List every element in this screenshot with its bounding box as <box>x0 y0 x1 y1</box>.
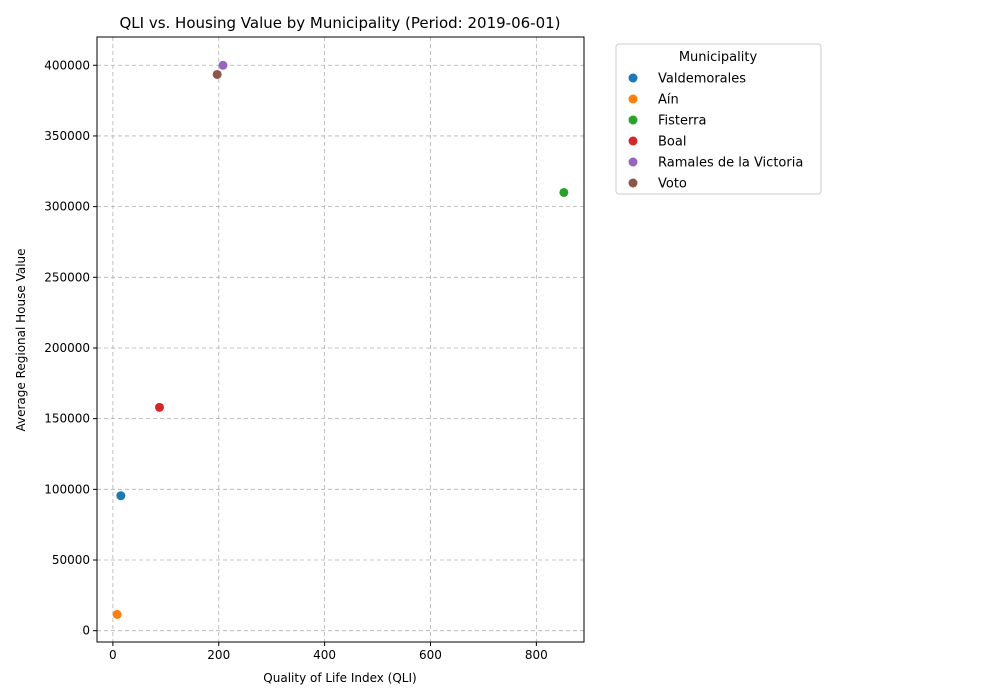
legend-title: Municipality <box>679 50 758 65</box>
legend-label: Fisterra <box>658 114 706 129</box>
legend-label: Aín <box>658 93 679 108</box>
data-point <box>116 491 126 501</box>
y-tick-label: 50000 <box>52 553 90 567</box>
data-point <box>212 69 222 79</box>
legend-label: Ramales de la Victoria <box>658 156 803 171</box>
x-axis-ticks: 0 200 400 600 800 <box>109 642 548 662</box>
legend: Municipality Valdemorales Aín Fisterra Boal… <box>615 43 822 195</box>
legend-marker <box>628 178 638 188</box>
x-axis-title: Quality of Life Index (QLI) <box>263 671 416 685</box>
legend-label: Valdemorales <box>658 72 746 87</box>
data-point <box>154 402 164 412</box>
legend-marker <box>628 73 638 83</box>
plot-area-frame <box>96 36 585 643</box>
y-tick-label: 150000 <box>44 412 90 426</box>
legend-marker <box>628 94 638 104</box>
y-tick-label: 100000 <box>44 482 90 496</box>
y-tick-label: 300000 <box>44 200 90 214</box>
y-tick-label: 0 <box>82 624 90 638</box>
x-tick-label: 0 <box>109 648 117 662</box>
data-points <box>112 60 569 619</box>
y-tick-label: 400000 <box>44 58 90 72</box>
x-tick-label: 600 <box>419 648 442 662</box>
y-axis-ticks: 0 50000 100000 150000 200000 250000 300000 3500… <box>44 58 97 638</box>
chart-title: QLI vs. Housing Value by Municipality (P… <box>119 14 560 32</box>
grid-lines <box>97 37 584 642</box>
y-axis-title: Average Regional House Value <box>14 248 28 431</box>
legend-marker <box>628 136 638 146</box>
x-tick-label: 800 <box>525 648 548 662</box>
data-point <box>559 187 569 197</box>
data-point <box>112 609 122 619</box>
legend-marker <box>628 115 638 125</box>
legend-items: Valdemorales Aín Fisterra Boal Ramales de la… <box>628 72 803 192</box>
y-tick-label: 350000 <box>44 129 90 143</box>
legend-marker <box>628 157 638 167</box>
y-tick-label: 200000 <box>44 341 90 355</box>
x-tick-label: 200 <box>207 648 230 662</box>
legend-frame <box>615 43 822 195</box>
legend-label: Voto <box>658 177 687 192</box>
y-tick-label: 250000 <box>44 270 90 284</box>
legend-label: Boal <box>658 135 686 150</box>
x-tick-label: 400 <box>313 648 336 662</box>
data-point <box>218 60 228 70</box>
